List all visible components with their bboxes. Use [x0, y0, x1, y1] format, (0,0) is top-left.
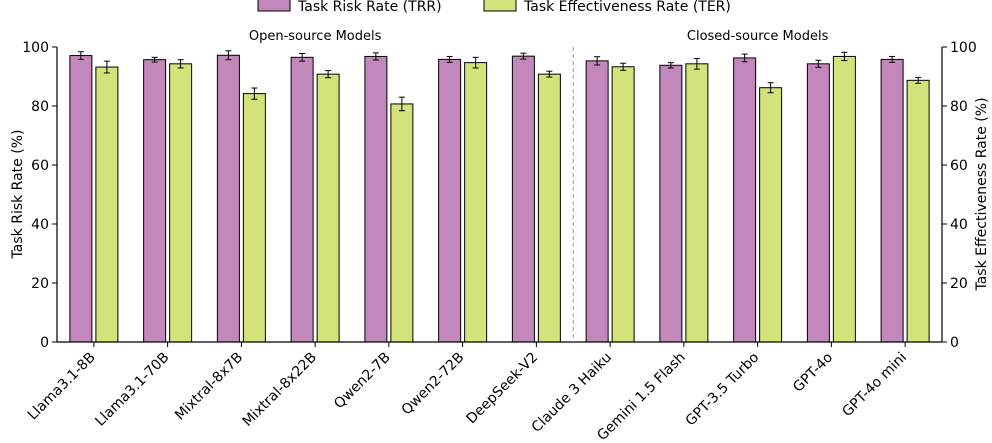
x-tick-label: Claude 3 Haiku: [529, 350, 615, 436]
group-label-open-source: Open-source Models: [249, 29, 382, 44]
y-axis-title-left: Task Risk Rate (%): [10, 130, 26, 260]
bar-trr: [290, 56, 314, 343]
x-tick-label: GPT-3.5 Turbo: [683, 350, 763, 430]
bar-ter: [906, 79, 930, 343]
x-tick-label: Mixtral-8x7B: [172, 350, 246, 424]
bar-trr: [880, 58, 904, 343]
right-tick-label: 40: [950, 217, 968, 233]
error-bar-ter: [841, 51, 848, 62]
right-tick-label: 0: [950, 335, 959, 351]
right-tick-label: 100: [950, 40, 977, 56]
bar-trr: [438, 58, 462, 343]
bar-trr: [143, 59, 167, 343]
bar-ter: [832, 55, 856, 343]
error-bar-trr: [299, 52, 306, 62]
right-tick-label: 80: [950, 99, 968, 115]
error-bar-ter: [693, 58, 700, 70]
legend-swatch-trr: [257, 0, 291, 12]
error-bar-trr: [741, 53, 748, 63]
bar-ter: [316, 73, 340, 343]
error-bar-trr: [667, 62, 674, 69]
bar-ter: [242, 93, 266, 343]
legend-label-trr: Task Risk Rate (TRR): [297, 0, 442, 15]
bar-ter: [169, 63, 193, 343]
bar-trr: [511, 55, 535, 343]
error-bar-ter: [325, 70, 332, 79]
error-bars-layer: [77, 50, 922, 112]
error-bar-ter: [251, 87, 258, 100]
error-bar-trr: [889, 55, 896, 63]
x-tick-label: Llama3.1-8B: [25, 350, 99, 424]
bar-ter: [685, 63, 709, 343]
bar-trr: [216, 54, 240, 343]
error-bar-ter: [472, 56, 479, 69]
error-bar-trr: [594, 56, 601, 66]
x-tick-label: GPT-4o mini: [839, 350, 910, 421]
right-axis: 0 20 40 60 80 100: [942, 40, 977, 351]
left-tick-label: 100: [22, 40, 49, 56]
error-bar-ter: [398, 96, 405, 112]
bar-trr: [733, 57, 757, 343]
plot-frame: [56, 47, 943, 343]
error-bar-ter: [177, 59, 184, 69]
error-bar-ter: [767, 82, 774, 94]
x-tick-label: Llama3.1-70B: [92, 350, 172, 430]
error-bar-trr: [446, 55, 453, 63]
error-bar-trr: [225, 50, 232, 61]
error-bar-trr: [815, 59, 822, 68]
bar-ter: [611, 66, 635, 343]
legend-label-ter: Task Effectiveness Rate (TER): [523, 0, 731, 15]
error-bar-ter: [915, 76, 922, 84]
bar-ter: [537, 73, 561, 343]
error-bar-ter: [620, 62, 627, 71]
bar-trr: [806, 63, 830, 343]
legend: Task Risk Rate (TRR) Task Effectiveness …: [257, 0, 731, 15]
bar-ter: [390, 103, 414, 343]
left-tick-label: 60: [31, 158, 49, 174]
bar-trr: [364, 55, 388, 343]
bars-layer: [69, 54, 930, 343]
x-tick-label: Qwen2-7B: [331, 350, 394, 413]
x-tick-label: Mixtral-8x22B: [240, 350, 320, 430]
error-bar-ter: [546, 70, 553, 78]
x-tick-label: GPT-4o: [790, 350, 836, 396]
right-tick-label: 60: [950, 158, 968, 174]
error-bar-trr: [372, 52, 379, 61]
left-tick-label: 20: [31, 276, 49, 292]
x-tick-label: DeepSeek-V2: [464, 350, 542, 428]
bar-trr: [659, 64, 683, 343]
error-bar-trr: [77, 51, 84, 60]
right-tick-label: 20: [950, 276, 968, 292]
group-label-closed-source: Closed-source Models: [687, 29, 829, 44]
bar-trr: [585, 60, 609, 343]
legend-swatch-ter: [483, 0, 517, 12]
bar-trr: [69, 55, 93, 343]
x-tick-label: Qwen2-72B: [399, 350, 468, 419]
bar-ter: [95, 66, 119, 343]
y-axis-title-right: Task Effectiveness Rate (%): [974, 97, 990, 291]
left-tick-label: 0: [40, 335, 49, 351]
bar-ter: [759, 87, 783, 343]
error-bar-ter: [103, 60, 110, 74]
bar-ter: [464, 62, 488, 343]
error-bar-trr: [151, 56, 158, 63]
left-axis: 0 20 40 60 80 100: [22, 40, 57, 351]
left-tick-label: 80: [31, 99, 49, 115]
error-bar-trr: [520, 52, 527, 60]
left-tick-label: 40: [31, 217, 49, 233]
